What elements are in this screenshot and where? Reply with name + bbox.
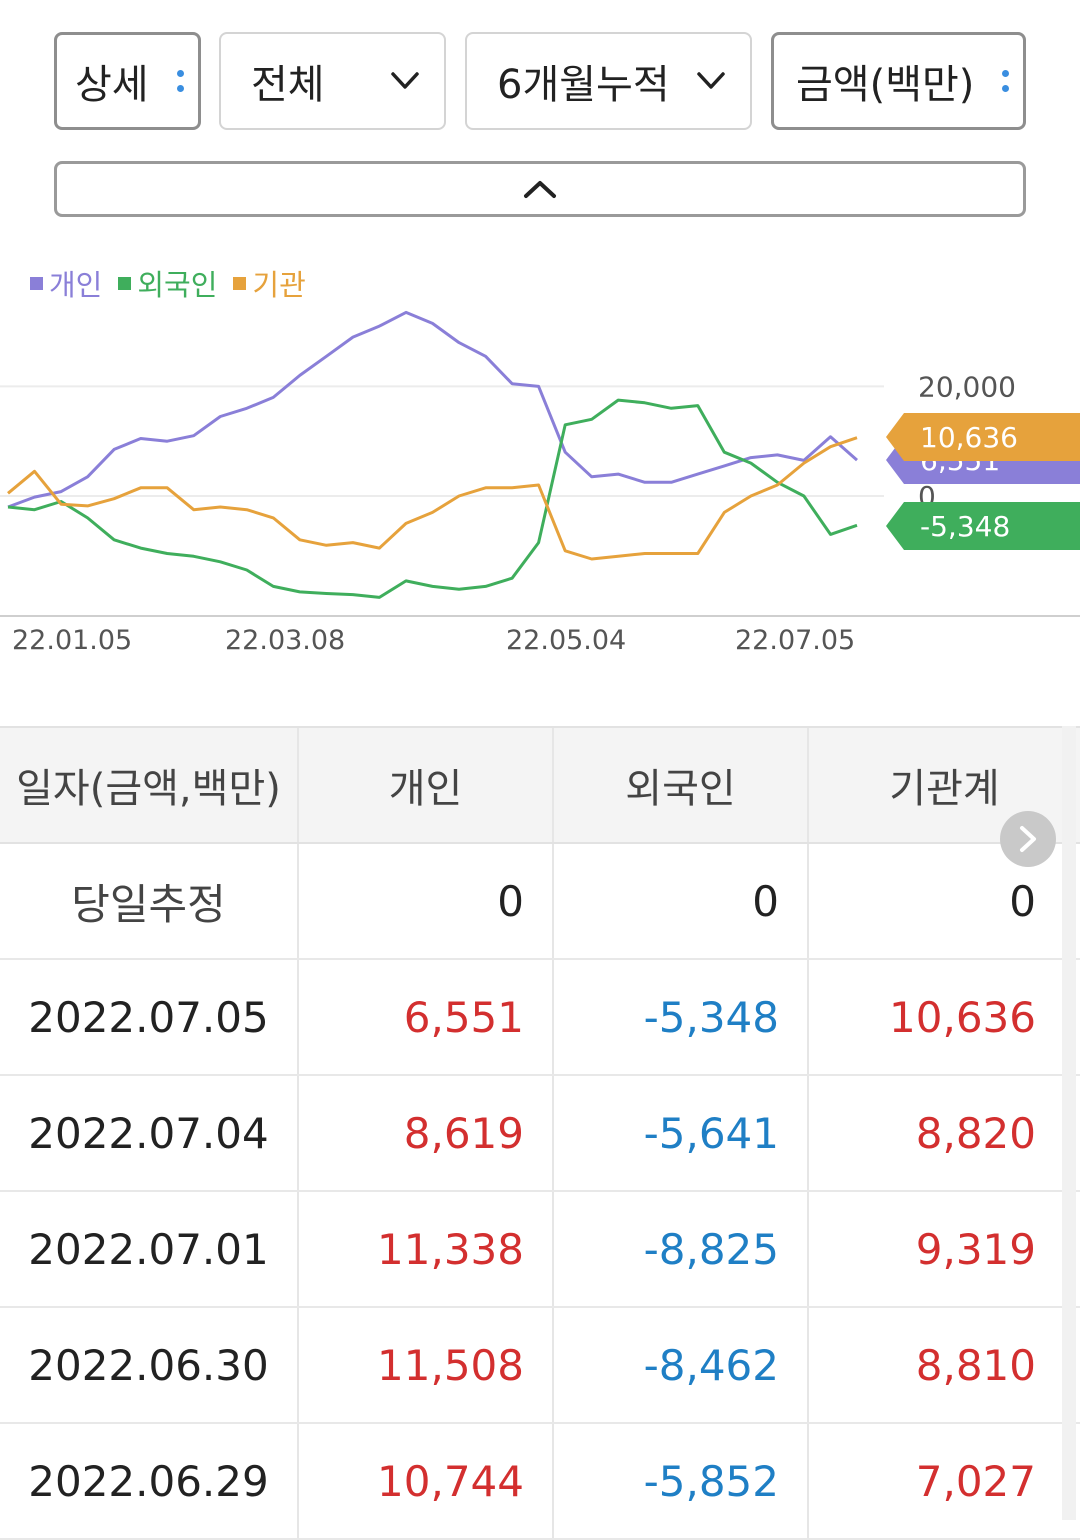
legend-swatch [233,276,247,290]
chevron-up-icon [524,181,556,198]
unit-select-label: 금액(백만) [796,62,975,108]
value-tag-institution: 10,636 [886,413,1080,461]
legend-item-institution: 기관 [233,262,306,304]
series-line [7,436,858,561]
x-tick-label: 22.01.05 [12,625,132,656]
row-institution: 8,820 [807,1075,1080,1192]
estimate-row: 당일추정 0 0 0 [0,843,1080,960]
more-dots-icon [1002,70,1009,92]
scroll-right-button[interactable] [1000,811,1056,867]
value-tag-foreign: -5,348 [886,502,1080,550]
row-foreign: -5,852 [552,1423,808,1540]
row-foreign: -5,348 [552,959,808,1076]
table-row[interactable]: 2022.06.30 11,508 -8,462 8,810 [0,1307,1080,1424]
estimate-individual: 0 [297,843,553,960]
chart-legend: 개인 외국인 기관 [30,262,306,304]
y-tick-label: 20,000 [918,370,1016,403]
value-tag-label: -5,348 [920,510,1010,543]
row-date: 2022.07.05 [0,959,298,1076]
estimate-foreign: 0 [552,843,808,960]
row-date: 2022.06.29 [0,1423,298,1540]
estimate-label: 당일추정 [0,843,298,960]
row-individual: 11,508 [297,1307,553,1424]
header-individual: 개인 [297,726,553,844]
investor-table: 일자(금액,백만) 개인 외국인 기관계 당일추정 0 0 0 2022.07.… [0,726,1080,1540]
more-dots-icon [177,70,184,92]
table-row[interactable]: 2022.07.05 6,551 -5,348 10,636 [0,959,1080,1076]
chevron-right-icon [1020,826,1036,852]
table-row[interactable]: 2022.07.01 11,338 -8,825 9,319 [0,1191,1080,1308]
row-foreign: -8,825 [552,1191,808,1308]
series-line [7,398,858,599]
period-dropdown-label: 6개월누적 [497,62,670,108]
row-institution: 10,636 [807,959,1080,1076]
legend-label: 기관 [252,268,306,302]
row-institution: 8,810 [807,1307,1080,1424]
value-tag-label: 10,636 [920,421,1018,454]
x-tick-label: 22.05.04 [506,625,626,656]
row-individual: 10,744 [297,1423,553,1540]
legend-item-foreign: 외국인 [118,262,217,304]
legend-swatch [30,276,43,290]
table-row[interactable]: 2022.06.29 10,744 -5,852 7,027 [0,1423,1080,1540]
row-individual: 11,338 [297,1191,553,1308]
value-tag-shape [886,502,1080,550]
period-dropdown[interactable]: 6개월누적 [465,32,752,130]
row-date: 2022.07.04 [0,1075,298,1192]
row-individual: 8,619 [297,1075,553,1192]
header-foreign: 외국인 [552,726,808,844]
chevron-down-icon [697,72,725,89]
legend-swatch [118,276,132,290]
legend-label: 외국인 [137,268,218,302]
series-line [7,310,858,509]
legend-item-individual: 개인 [30,262,102,304]
scope-dropdown-label: 전체 [251,62,325,108]
value-tag-shape [886,413,1080,461]
chevron-down-icon [391,72,419,89]
collapse-toggle-button[interactable] [54,161,1026,217]
investor-trend-chart: 20,000022.01.0522.03.0822.05.0422.07.056… [0,310,1080,656]
x-tick-label: 22.03.08 [225,625,345,656]
x-tick-label: 22.07.05 [735,625,855,656]
header-date: 일자(금액,백만) [0,726,298,844]
table-header-row: 일자(금액,백만) 개인 외국인 기관계 [0,726,1080,844]
legend-label: 개인 [49,268,103,302]
table-scrollbar[interactable] [1062,726,1076,1520]
row-foreign: -5,641 [552,1075,808,1192]
detail-select[interactable]: 상세 [54,32,201,130]
row-date: 2022.07.01 [0,1191,298,1308]
scope-dropdown[interactable]: 전체 [219,32,446,130]
row-institution: 7,027 [807,1423,1080,1540]
detail-select-label: 상세 [75,62,149,108]
row-institution: 9,319 [807,1191,1080,1308]
row-foreign: -8,462 [552,1307,808,1424]
row-individual: 6,551 [297,959,553,1076]
table-row[interactable]: 2022.07.04 8,619 -5,641 8,820 [0,1075,1080,1192]
row-date: 2022.06.30 [0,1307,298,1424]
unit-select[interactable]: 금액(백만) [771,32,1026,130]
